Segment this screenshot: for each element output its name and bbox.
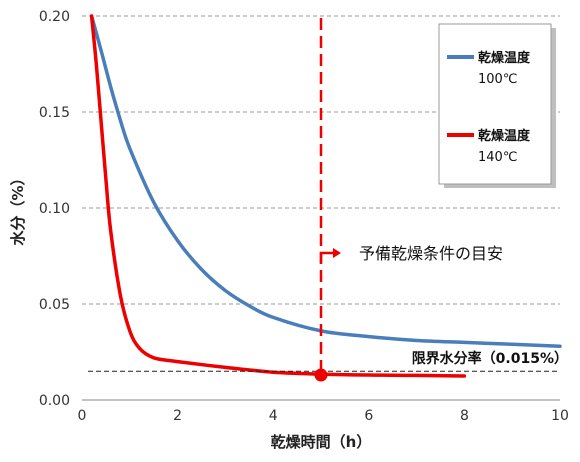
x-tick-label: 8	[460, 408, 469, 424]
x-tick-label: 0	[78, 408, 87, 424]
y-tick-label: 0.20	[39, 9, 70, 25]
annotation-arrowhead	[333, 248, 341, 258]
legend-label-100-line1: 乾燥温度	[478, 50, 531, 66]
series-layer	[89, 14, 562, 378]
y-tick-label: 0.00	[39, 393, 70, 409]
annotation-label: 予備乾燥条件の目安	[359, 244, 503, 263]
annotation-layer: 限界水分率（0.015%） 予備乾燥条件の目安	[88, 18, 568, 382]
y-tick-label: 0.15	[39, 105, 70, 121]
y-axis-title: 水分（%）	[9, 170, 27, 245]
legend-label-140-line2: 140℃	[478, 150, 517, 165]
legend: 乾燥温度 100℃ 乾燥温度 140℃	[438, 23, 556, 188]
series-line-100c	[89, 14, 562, 348]
x-tick-label: 10	[551, 408, 569, 424]
threshold-label: 限界水分率（0.015%）	[412, 350, 568, 367]
x-tick-label: 6	[364, 408, 373, 424]
x-tick-label: 2	[173, 408, 182, 424]
legend-label-140-line1: 乾燥温度	[478, 128, 531, 144]
legend-box	[438, 23, 552, 185]
y-tick-label: 0.05	[39, 297, 70, 313]
series-line-140c	[89, 14, 467, 378]
condition-marker	[314, 368, 328, 382]
tick-labels: 0.00 0.05 0.10 0.15 0.20 0 2 4 6 8 10	[39, 9, 569, 424]
y-tick-label: 0.10	[39, 201, 70, 217]
annotation-arrow-line	[319, 251, 333, 263]
legend-label-100-line2: 100℃	[478, 72, 517, 87]
x-tick-label: 4	[269, 408, 278, 424]
x-axis-title: 乾燥時間（h）	[271, 433, 372, 451]
